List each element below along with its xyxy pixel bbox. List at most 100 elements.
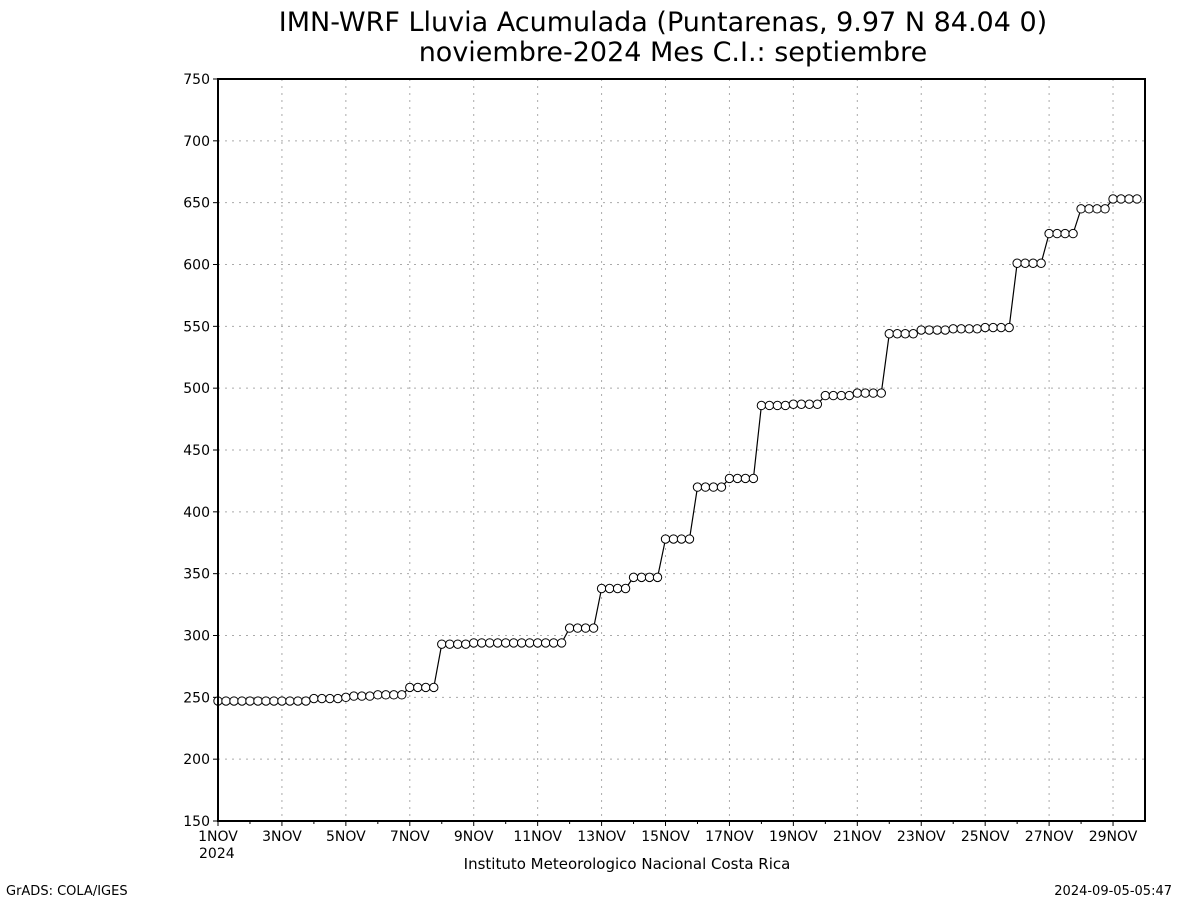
data-point: [676, 534, 687, 544]
data-point: [261, 696, 271, 706]
data-point: [836, 390, 847, 401]
x-tick-label: 1NOV: [198, 829, 238, 845]
y-tick-label: 700: [183, 134, 210, 150]
data-point: [421, 682, 431, 693]
data-point: [564, 623, 575, 633]
data-point: [788, 399, 799, 409]
data-point: [532, 638, 543, 648]
y-tick-label: 750: [183, 72, 210, 88]
data-point: [1132, 194, 1142, 204]
data-point: [245, 696, 255, 706]
data-point: [437, 639, 447, 649]
x-axis-year-label: 2024: [199, 846, 235, 862]
data-point: [1092, 204, 1102, 214]
data-point: [868, 388, 878, 398]
data-point: [493, 638, 503, 648]
data-point: [812, 399, 823, 409]
data-point: [908, 329, 918, 339]
x-tick-label: 15NOV: [641, 829, 690, 845]
data-point: [612, 583, 623, 594]
data-point: [660, 534, 671, 544]
data-point: [524, 638, 535, 648]
data-point: [469, 638, 479, 648]
data-point: [740, 473, 751, 484]
institution-credit: Instituto Meteorologico Nacional Costa R…: [464, 855, 791, 873]
x-tick-label: 5NOV: [326, 829, 366, 845]
chart-title: IMN-WRF Lluvia Acumulada (Puntarenas, 9.…: [279, 7, 1047, 38]
x-tick-label: 9NOV: [454, 829, 494, 845]
data-point: [980, 322, 990, 333]
data-point: [1044, 228, 1054, 239]
data-point: [309, 693, 319, 704]
x-tick-label: 17NOV: [705, 829, 754, 845]
y-tick-label: 150: [183, 814, 210, 830]
data-point: [1116, 194, 1126, 204]
data-point: [780, 400, 791, 411]
data-point: [972, 324, 982, 334]
data-point: [229, 696, 239, 706]
data-point: [748, 473, 759, 484]
data-point: [916, 325, 926, 335]
data-point: [1020, 258, 1030, 268]
plot-frame: [217, 78, 1146, 822]
data-point: [1108, 194, 1118, 204]
data-point: [349, 691, 359, 701]
data-point: [477, 638, 487, 648]
x-axis: 1NOV 3NOV 5NOV 7NOV 9NOV 11NOV 13NOV 15NOV 17NOV…: [198, 821, 1138, 845]
data-point: [373, 690, 383, 700]
data-point: [724, 473, 735, 484]
data-point: [540, 638, 551, 648]
data-point: [820, 390, 831, 401]
data-point: [804, 399, 815, 409]
data-point: [652, 572, 663, 583]
y-tick-label: 350: [183, 567, 210, 583]
data-point: [716, 482, 727, 492]
data-point: [828, 390, 839, 401]
data-point: [924, 325, 934, 335]
data-point: [389, 690, 399, 700]
data-point: [932, 325, 942, 335]
data-point: [293, 696, 303, 706]
data-point: [1068, 228, 1078, 239]
y-tick-label: 650: [183, 196, 210, 212]
series-line: [218, 198, 1138, 702]
data-point: [485, 638, 495, 648]
data-point: [844, 390, 855, 401]
data-point: [500, 638, 511, 648]
y-axis: 150 200 250 300 350 400 450 500 550 600 650 700 750: [183, 72, 218, 830]
data-point: [277, 696, 287, 706]
data-point: [772, 400, 783, 411]
data-point: [429, 682, 439, 693]
data-point: [1052, 228, 1062, 239]
data-point: [237, 696, 247, 706]
data-point: [644, 572, 655, 583]
data-point: [988, 322, 998, 333]
data-point: [453, 639, 463, 649]
data-point: [580, 623, 591, 633]
data-point: [365, 691, 375, 701]
y-tick-label: 250: [183, 690, 210, 706]
data-point: [884, 329, 894, 339]
data-point: [445, 639, 455, 649]
x-tick-label: 13NOV: [577, 829, 626, 845]
data-point: [684, 534, 695, 544]
data-point: [764, 400, 775, 411]
y-tick-label: 200: [183, 752, 210, 768]
grid: [218, 79, 1145, 821]
data-point: [604, 583, 615, 594]
series-layer: [213, 194, 1142, 706]
data-point: [221, 696, 231, 706]
data-point: [1084, 204, 1094, 214]
chart-subtitle: noviembre-2024 Mes C.I.: septiembre: [419, 37, 928, 68]
data-point: [397, 690, 407, 700]
data-point: [628, 572, 639, 583]
x-tick-label: 19NOV: [769, 829, 818, 845]
data-point: [596, 583, 607, 594]
data-point: [700, 482, 711, 492]
data-point: [996, 322, 1006, 333]
y-tick-label: 400: [183, 505, 210, 521]
data-point: [341, 692, 351, 703]
data-point: [413, 682, 423, 693]
x-tick-label: 23NOV: [897, 829, 946, 845]
